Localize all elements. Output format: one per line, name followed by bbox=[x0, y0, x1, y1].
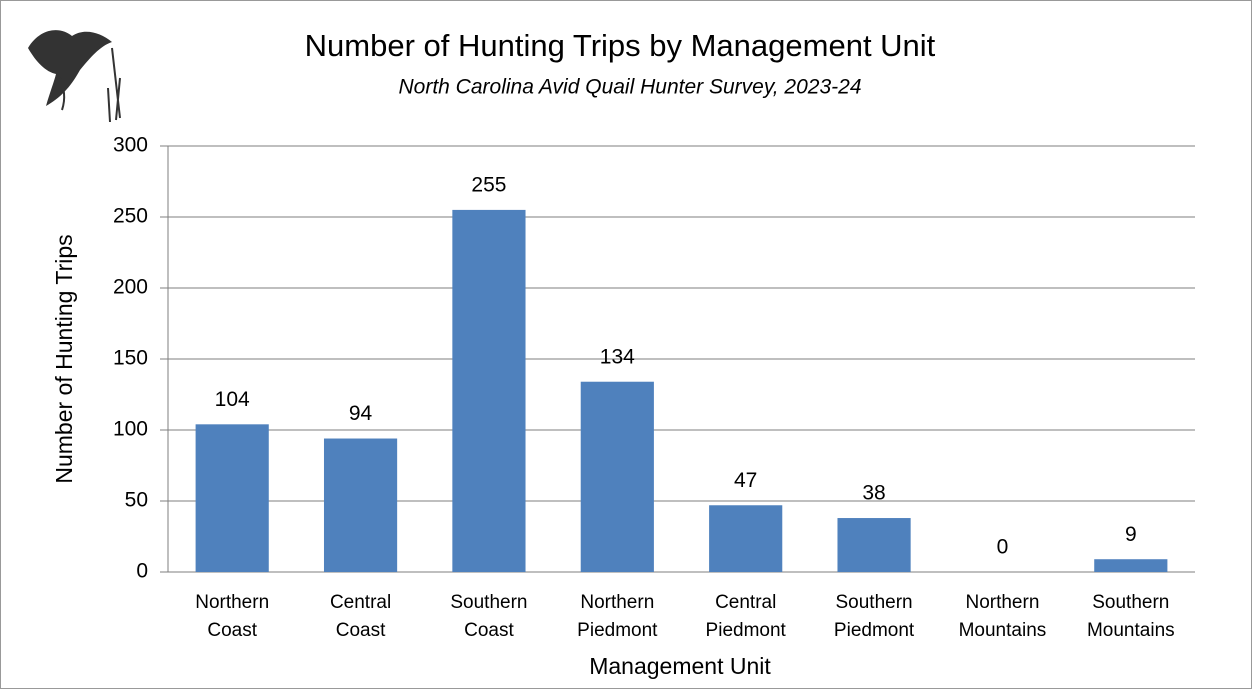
bar bbox=[452, 209, 526, 572]
x-tick-label-line: Central bbox=[715, 592, 776, 613]
y-tick-label: 200 bbox=[113, 276, 148, 299]
chart-title: Number of Hunting Trips by Management Un… bbox=[305, 28, 936, 63]
y-tick-label: 300 bbox=[113, 134, 148, 157]
x-tick-label: Central Piedmont bbox=[706, 592, 787, 641]
x-tick-label: Southern Mountains bbox=[1087, 592, 1175, 641]
chart-subtitle: North Carolina Avid Quail Hunter Survey,… bbox=[398, 76, 861, 99]
y-axis-title: Number of Hunting Trips bbox=[51, 234, 77, 483]
value-label: 134 bbox=[600, 345, 635, 368]
x-tick-label-line: Piedmont bbox=[706, 620, 787, 641]
x-tick-label: Northern Mountains bbox=[959, 592, 1047, 641]
x-tick-label-line: Piedmont bbox=[577, 620, 658, 641]
bar bbox=[837, 518, 911, 572]
x-tick-label-line: Southern bbox=[836, 592, 913, 613]
bar bbox=[580, 381, 654, 572]
value-label: 94 bbox=[349, 402, 373, 425]
x-tick-label-line: Southern bbox=[450, 592, 527, 613]
value-label: 0 bbox=[997, 536, 1009, 559]
value-label: 104 bbox=[215, 388, 250, 411]
y-tick-label: 250 bbox=[113, 205, 148, 228]
y-tick-label: 150 bbox=[113, 347, 148, 370]
x-tick-label-line: Coast bbox=[207, 620, 257, 641]
x-tick-label: Central Coast bbox=[330, 592, 391, 641]
value-label: 38 bbox=[862, 482, 885, 505]
x-tick-label-line: Coast bbox=[464, 620, 514, 641]
x-tick-label-line: Central bbox=[330, 592, 391, 613]
bar bbox=[1094, 559, 1168, 572]
x-tick-label-line: Northern bbox=[965, 592, 1039, 613]
value-label: 9 bbox=[1125, 523, 1137, 546]
x-tick-label: Northern Piedmont bbox=[577, 592, 658, 641]
y-tick-label: 0 bbox=[136, 560, 148, 583]
logo-bird bbox=[28, 30, 121, 123]
x-tick-label-line: Mountains bbox=[1087, 620, 1175, 641]
y-tick-label: 100 bbox=[113, 418, 148, 441]
y-tick-label: 50 bbox=[125, 489, 148, 512]
bar bbox=[709, 505, 783, 572]
x-tick-label-line: Northern bbox=[195, 592, 269, 613]
x-tick-label-line: Southern bbox=[1092, 592, 1169, 613]
x-tick-label: Southern Piedmont bbox=[834, 592, 915, 641]
x-tick-label-line: Northern bbox=[580, 592, 654, 613]
x-tick-label: Southern Coast bbox=[450, 592, 527, 641]
x-tick-label-line: Mountains bbox=[959, 620, 1047, 641]
x-tick-label: Northern Coast bbox=[195, 592, 269, 641]
bar bbox=[195, 424, 269, 572]
x-tick-label-line: Piedmont bbox=[834, 620, 915, 641]
value-label: 47 bbox=[734, 469, 757, 492]
value-label: 255 bbox=[471, 173, 506, 196]
bar bbox=[323, 438, 398, 572]
x-tick-label-line: Coast bbox=[336, 620, 386, 641]
x-axis-title: Management Unit bbox=[589, 653, 771, 679]
